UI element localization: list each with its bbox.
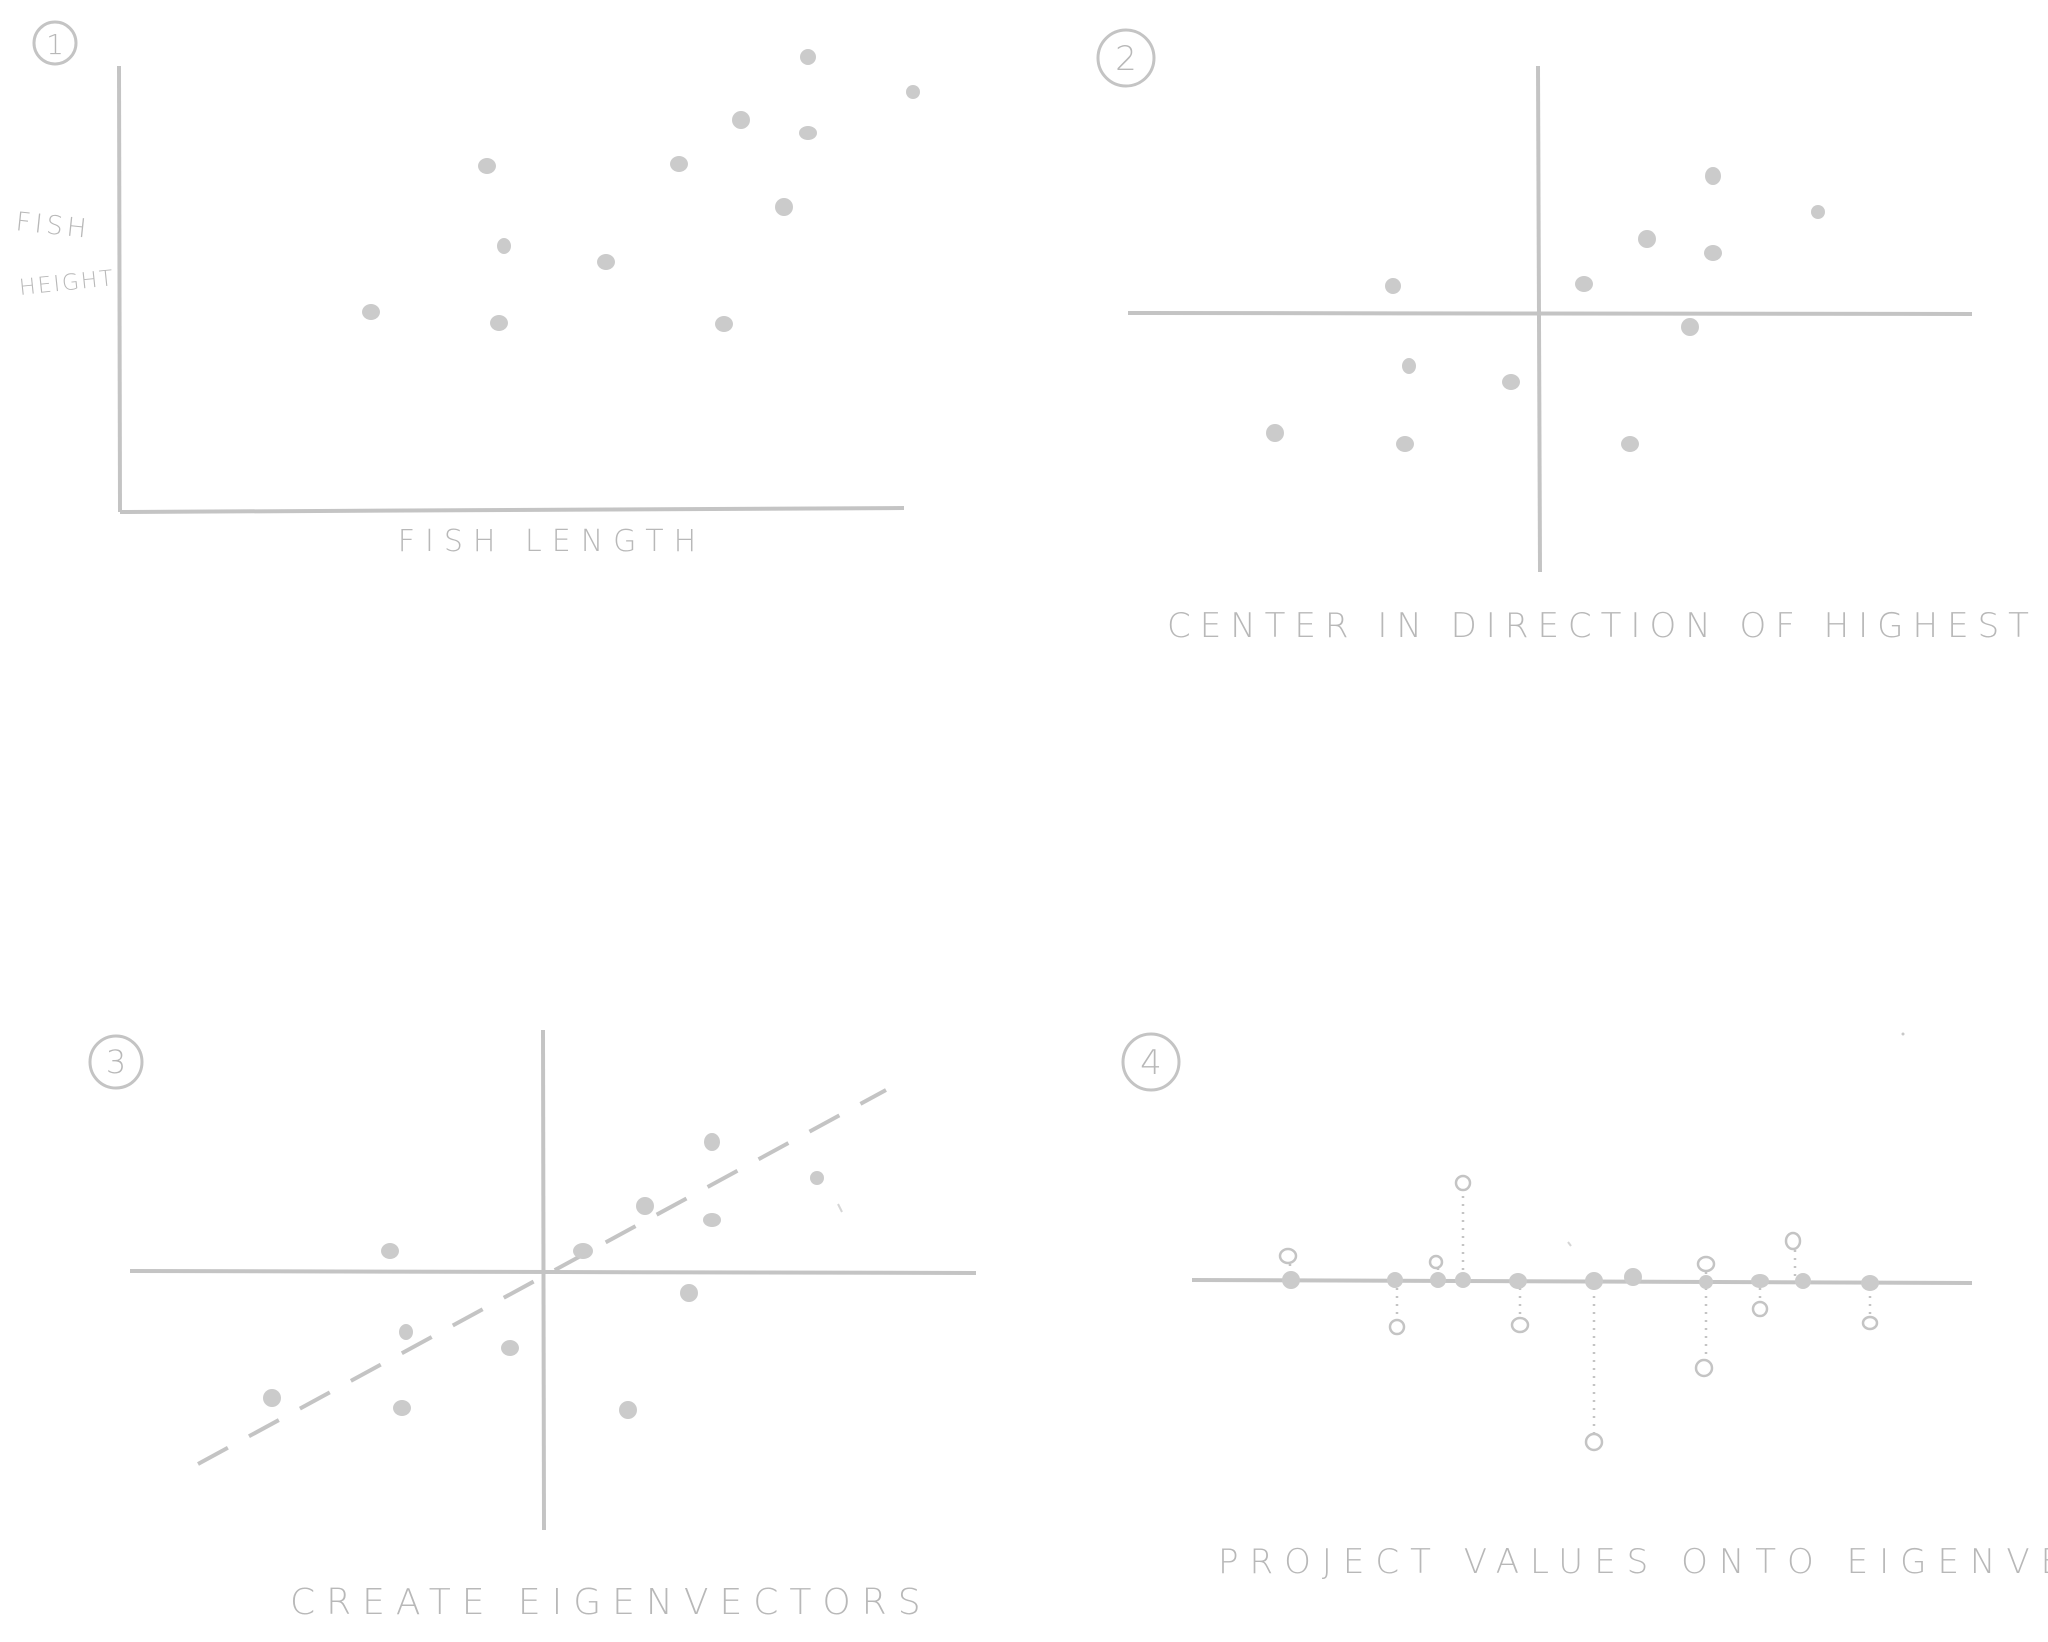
stray-mark xyxy=(1902,1033,1905,1036)
projected-point xyxy=(1861,1275,1879,1291)
data-point xyxy=(1811,205,1825,219)
panel-2-points xyxy=(1266,167,1825,452)
data-point xyxy=(1396,436,1414,452)
panel-1-number-badge: 1 xyxy=(34,22,76,64)
original-point xyxy=(1512,1318,1528,1332)
projected-point xyxy=(1387,1272,1403,1288)
data-point xyxy=(478,158,496,174)
stray-mark xyxy=(1568,1242,1571,1246)
data-point xyxy=(490,315,508,331)
original-point xyxy=(1390,1320,1404,1334)
data-point xyxy=(362,304,380,320)
original-point xyxy=(1430,1256,1442,1268)
original-point xyxy=(1786,1233,1800,1249)
data-point xyxy=(1681,318,1699,336)
panel-3-horizontal-axis xyxy=(130,1271,976,1273)
panel-1-number: 1 xyxy=(46,28,64,61)
panel-3-number-badge: 3 xyxy=(90,1036,142,1088)
data-point xyxy=(680,1284,698,1302)
data-point xyxy=(704,1133,720,1151)
panel-2-caption: CENTER IN DIRECTION OF HIGHEST VAR. xyxy=(1167,606,2048,646)
original-point xyxy=(1753,1302,1767,1316)
projected-point xyxy=(1585,1272,1603,1290)
panel-4-number-badge: 4 xyxy=(1123,1034,1179,1090)
panel-2: 2 CENTER IN DIRECTION OF HIGHEST VAR. xyxy=(1098,30,2048,646)
data-point xyxy=(573,1243,593,1259)
data-point xyxy=(810,1171,824,1185)
projected-point xyxy=(1430,1272,1446,1288)
data-point xyxy=(799,126,817,140)
panel-4-caption: PROJECT VALUES ONTO EIGENVECTORS xyxy=(1218,1542,2048,1582)
panel-3-vertical-axis xyxy=(543,1030,544,1530)
panel-3-number: 3 xyxy=(106,1043,126,1081)
data-point xyxy=(1402,358,1416,374)
projected-point xyxy=(1699,1275,1713,1289)
panel-1-x-label: FISH LENGTH xyxy=(398,524,706,559)
original-point xyxy=(1863,1317,1877,1329)
data-point xyxy=(775,198,793,216)
data-point xyxy=(1621,436,1639,452)
panel-2-number: 2 xyxy=(1115,39,1137,79)
data-point xyxy=(636,1197,654,1215)
panel-1-y-label-line1: FISH xyxy=(14,207,91,245)
panel-3: 3 CREATE EIGENVECTORS xyxy=(90,1030,976,1623)
data-point xyxy=(1638,230,1656,248)
panel-3-caption: CREATE EIGENVECTORS xyxy=(290,1582,932,1623)
panel-2-vertical-axis xyxy=(1538,66,1540,572)
projected-point xyxy=(1509,1273,1527,1289)
data-point xyxy=(715,316,733,332)
panel-1-x-axis xyxy=(120,508,904,512)
data-point xyxy=(1385,278,1401,294)
data-point xyxy=(381,1243,399,1259)
data-point xyxy=(263,1389,281,1407)
panel-4: 4 PROJECT VALUES ONTO EIGENVECTORS xyxy=(1123,1033,2048,1583)
data-point xyxy=(1575,276,1593,292)
data-point xyxy=(497,238,511,254)
panel-4-original-points xyxy=(1280,1176,1877,1450)
projected-point xyxy=(1795,1273,1811,1289)
original-point xyxy=(1280,1249,1296,1263)
data-point xyxy=(906,85,920,99)
projected-point xyxy=(1455,1272,1471,1288)
data-point xyxy=(732,111,750,129)
data-point xyxy=(1705,167,1721,185)
data-point xyxy=(393,1400,411,1416)
data-point xyxy=(1704,245,1722,261)
original-point xyxy=(1698,1257,1714,1271)
original-point xyxy=(1696,1360,1712,1376)
data-point xyxy=(1266,424,1284,442)
panel-2-number-badge: 2 xyxy=(1098,30,1154,86)
projected-point xyxy=(1282,1271,1300,1289)
data-point xyxy=(670,156,688,172)
panel-4-eigenvector-axis xyxy=(1192,1280,1972,1283)
projected-point xyxy=(1624,1268,1642,1286)
panel-1: 1 FISH LENGTH FISH HEIGHT xyxy=(14,22,920,559)
data-point xyxy=(800,49,816,65)
data-point xyxy=(703,1213,721,1227)
original-point xyxy=(1586,1434,1602,1450)
stray-mark xyxy=(838,1204,842,1212)
data-point xyxy=(597,254,615,270)
panel-2-horizontal-axis xyxy=(1128,313,1972,314)
panel-1-points xyxy=(362,49,920,332)
projected-point xyxy=(1751,1274,1769,1288)
panel-1-y-label-line2: HEIGHT xyxy=(18,266,116,301)
panel-4-number: 4 xyxy=(1140,1043,1162,1083)
panel-1-y-axis xyxy=(119,66,120,512)
panel-3-points xyxy=(263,1133,842,1419)
data-point xyxy=(501,1340,519,1356)
data-point xyxy=(399,1324,413,1340)
data-point xyxy=(1502,374,1520,390)
original-point xyxy=(1456,1176,1470,1190)
panel-4-projection-lines xyxy=(1290,1196,1870,1434)
data-point xyxy=(619,1401,637,1419)
